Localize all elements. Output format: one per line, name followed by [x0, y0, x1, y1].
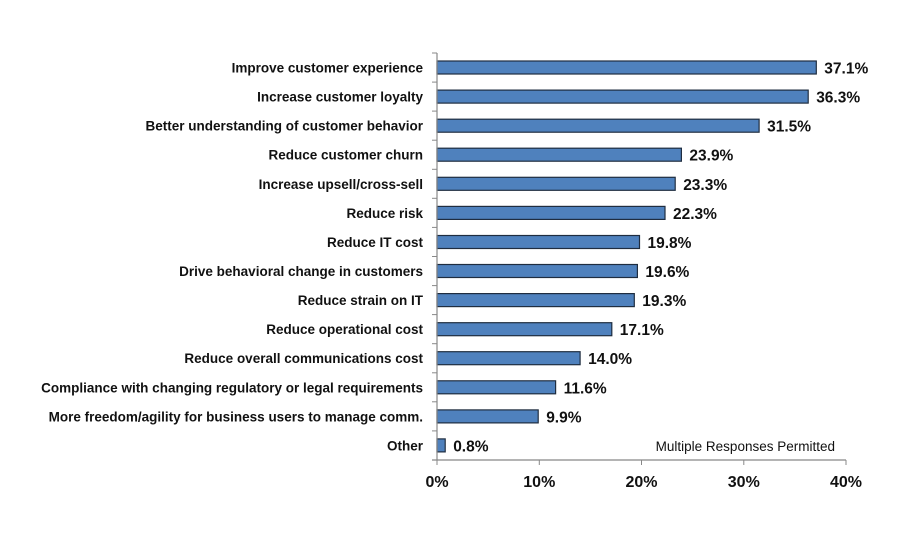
bar: [436, 118, 760, 133]
category-label: Reduce overall communications cost: [184, 351, 423, 366]
bar: [436, 60, 817, 75]
bar: [436, 89, 809, 104]
value-label: 31.5%: [767, 119, 811, 136]
category-label: Better understanding of customer behavio…: [145, 119, 423, 134]
value-label: 37.1%: [824, 61, 868, 78]
bar: [436, 205, 666, 220]
value-label: 14.0%: [588, 351, 632, 368]
value-labels: 37.1% 36.3% 31.5% 23.9% 23.3% 22.3% 19.8% 19.6%…: [453, 61, 868, 456]
bar: [436, 322, 613, 337]
bar: [436, 380, 557, 395]
value-label: 36.3%: [816, 90, 860, 107]
bar: [436, 176, 676, 191]
bar: [436, 438, 446, 453]
bar: [436, 147, 682, 162]
value-label: 0.8%: [453, 438, 489, 455]
category-label: More freedom/agility for business users …: [49, 409, 423, 424]
value-label: 22.3%: [673, 206, 717, 223]
category-label: Increase upsell/cross-sell: [259, 177, 423, 192]
bars-group: [436, 60, 817, 453]
category-label: Improve customer experience: [232, 61, 424, 76]
bar: [436, 234, 641, 250]
value-label: 23.3%: [683, 177, 727, 194]
value-label: 11.6%: [564, 380, 607, 397]
category-labels: Improve customer experience Increase cust…: [41, 61, 424, 454]
category-label: Other: [387, 438, 424, 453]
value-label: 23.9%: [689, 148, 733, 165]
category-label: Drive behavioral change in customers: [179, 264, 423, 279]
axes: [432, 52, 847, 465]
category-label: Increase customer loyalty: [257, 90, 423, 105]
category-label: Reduce risk: [346, 206, 423, 221]
annotation-note: Multiple Responses Permitted: [656, 439, 835, 454]
bar: [436, 293, 635, 308]
x-tick-label: 20%: [625, 474, 657, 491]
value-label: 19.6%: [645, 264, 689, 281]
bar: [436, 409, 539, 424]
category-label: Reduce strain on IT: [298, 293, 424, 308]
value-label: 17.1%: [620, 322, 664, 339]
x-tick-label: 40%: [830, 474, 862, 491]
x-tick-label: 0%: [425, 474, 448, 491]
category-label: Reduce IT cost: [327, 235, 424, 250]
category-label: Reduce operational cost: [266, 322, 423, 337]
category-label: Compliance with changing regulatory or l…: [41, 380, 423, 395]
value-label: 9.9%: [546, 409, 582, 426]
bar: [436, 351, 581, 366]
x-tick-label: 10%: [523, 474, 555, 491]
value-label: 19.3%: [642, 293, 686, 310]
value-label: 19.8%: [648, 235, 692, 252]
x-tick-label: 30%: [728, 474, 760, 491]
x-tick-labels: 0% 10% 20% 30% 40%: [425, 474, 862, 491]
category-label: Reduce customer churn: [268, 148, 423, 163]
bar: [436, 263, 638, 279]
